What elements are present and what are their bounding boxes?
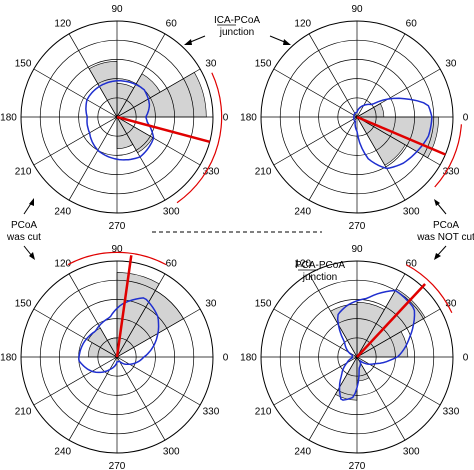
polar-plot-ica-not-cut: 0 30 60 90 120 150 180 210 240 270 300 330 [240, 4, 469, 232]
polar-plot-ica-cut: 0 30 60 90 120 150 180 210 240 270 300 330 [0, 4, 229, 232]
polar-plot-pca-cut: 0 30 60 90 120 150 180 210 240 270 300 330 [0, 244, 229, 470]
polar-plot-pca-not-cut: 0 30 60 90 120 150 180 210 240 270 300 330 [240, 244, 469, 470]
confidence-arc [67, 251, 167, 266]
mean-direction-line [356, 115, 446, 156]
angle-tick-label: 120 [54, 259, 71, 270]
angle-tick-label: 300 [403, 446, 420, 457]
angle-tick-label: 270 [349, 461, 366, 470]
angle-tick-label: 30 [205, 298, 217, 309]
angle-tick-label: 330 [443, 167, 460, 178]
angle-tick-label: 30 [445, 58, 457, 69]
mean-direction-line [116, 115, 211, 144]
density-curve [85, 80, 155, 161]
angle-tick-label: 90 [351, 244, 363, 255]
angle-tick-label: 300 [163, 206, 180, 217]
confidence-arc [405, 264, 453, 314]
angle-tick-label: 150 [255, 58, 272, 69]
angle-tick-label: 0 [463, 113, 469, 124]
angle-tick-label: 300 [403, 206, 420, 217]
cut-label-line1: PCoA [11, 220, 37, 231]
density-curve [78, 297, 160, 374]
pca-junction-label-line2: junction [302, 272, 337, 283]
angle-tick-label: 210 [255, 167, 272, 178]
angle-tick-label: 180 [0, 353, 17, 364]
angle-tick-label: 30 [445, 298, 457, 309]
angle-tick-label: 240 [54, 446, 71, 457]
angle-tick-label: 330 [443, 407, 460, 418]
pca-junction-label-line1: PCA-PCoA [295, 260, 345, 271]
angle-tick-label: 120 [54, 19, 71, 30]
density-curve [353, 97, 433, 170]
ica-junction-label-line1: ICA-PCoA [214, 15, 260, 26]
confidence-arc [434, 124, 462, 188]
mean-direction-line [356, 283, 427, 358]
angle-tick-label: 150 [15, 298, 32, 309]
notcut-label-line2: was NOT cut [416, 232, 474, 243]
angle-tick-label: 210 [15, 167, 32, 178]
angle-tick-label: 180 [240, 353, 257, 364]
density-curve [336, 289, 416, 401]
angle-tick-label: 60 [166, 19, 178, 30]
angle-tick-label: 240 [294, 206, 311, 217]
angle-tick-label: 210 [15, 407, 32, 418]
notcut-arrow-up [434, 199, 447, 215]
angle-tick-label: 330 [203, 407, 220, 418]
angle-tick-label: 270 [109, 221, 126, 232]
angle-tick-label: 150 [255, 298, 272, 309]
cut-arrow-up [23, 198, 34, 215]
notcut-label-line1: PCoA [433, 220, 459, 231]
confidence-arc [176, 72, 223, 204]
angle-tick-label: 0 [223, 113, 229, 124]
cut-label-line2: was cut [6, 232, 41, 243]
mean-direction-line [115, 255, 133, 358]
cut-arrow-down [23, 245, 35, 260]
angle-tick-label: 60 [166, 259, 178, 270]
ica-arrow-right [269, 35, 291, 45]
angle-tick-label: 120 [294, 19, 311, 30]
angle-tick-label: 180 [0, 113, 17, 124]
angle-tick-label: 0 [223, 353, 229, 364]
angle-tick-label: 270 [349, 221, 366, 232]
angle-tick-label: 90 [351, 4, 363, 15]
angle-tick-label: 300 [163, 446, 180, 457]
angle-tick-label: 60 [406, 259, 418, 270]
angle-tick-label: 150 [15, 58, 32, 69]
ica-arrow-left [184, 35, 206, 45]
angle-tick-label: 0 [463, 353, 469, 364]
angle-tick-label: 330 [203, 167, 220, 178]
notcut-arrow-down [434, 245, 447, 260]
angle-tick-label: 90 [111, 244, 123, 255]
angle-tick-label: 30 [205, 58, 217, 69]
angle-tick-label: 120 [294, 259, 311, 270]
angle-tick-label: 210 [255, 407, 272, 418]
angle-tick-label: 90 [111, 4, 123, 15]
angle-tick-label: 180 [240, 113, 257, 124]
angle-tick-label: 240 [54, 206, 71, 217]
angle-tick-label: 60 [406, 19, 418, 30]
angle-tick-label: 240 [294, 446, 311, 457]
ica-junction-label-line2: junction [219, 27, 254, 38]
angle-tick-label: 270 [109, 461, 126, 470]
